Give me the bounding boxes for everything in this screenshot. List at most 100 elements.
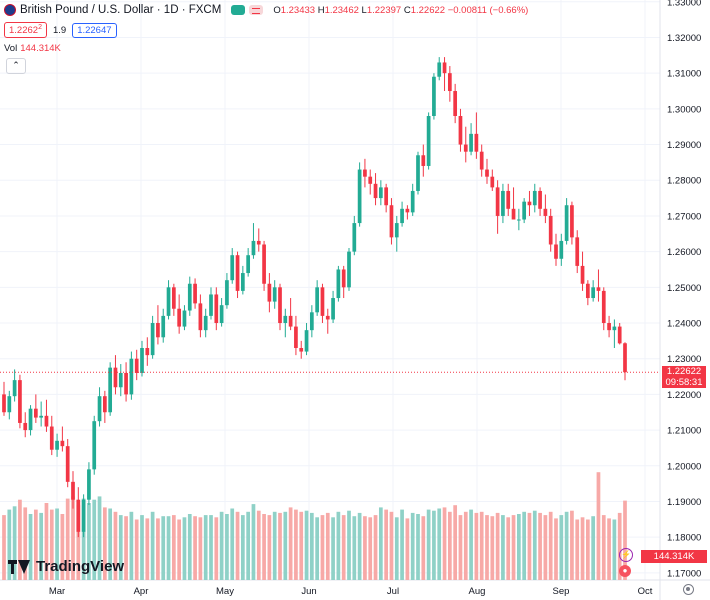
volume-bar <box>617 512 622 580</box>
candle-body <box>591 287 596 299</box>
candle-body <box>309 312 314 331</box>
candle-body <box>219 305 224 324</box>
volume-bar <box>209 515 213 580</box>
candle-body <box>416 155 420 191</box>
volume-bar <box>288 507 293 580</box>
volume-bar <box>33 509 38 580</box>
candle-body <box>463 144 468 152</box>
volume-bar <box>585 519 590 580</box>
volume-bar <box>453 505 458 580</box>
volume-legend[interactable]: Vol 144.314K <box>4 43 61 54</box>
volume-bar <box>65 498 70 580</box>
volume-bar <box>416 514 420 580</box>
economic-events-icon[interactable]: ● <box>619 565 631 577</box>
symbol-title[interactable]: British Pound / U.S. Dollar · 1D · FXCM <box>20 4 222 16</box>
candle-body <box>177 308 182 327</box>
chevron-up-icon[interactable]: ⌃ <box>6 58 26 74</box>
chart-visible-icon[interactable] <box>231 5 246 15</box>
candle-body <box>421 155 426 166</box>
volume-bar <box>538 512 542 580</box>
candle-body <box>474 133 479 152</box>
candlesticks <box>2 57 627 538</box>
candle-body <box>575 237 580 266</box>
ohlc-values: O1.23433 H1.23462 L1.22397 C1.22622 −0.0… <box>273 5 528 16</box>
volume-bar <box>511 515 516 580</box>
candle-body <box>511 208 516 220</box>
candle-body <box>543 208 548 216</box>
candle-body <box>538 190 542 209</box>
volume-bar <box>516 514 521 580</box>
candle-body <box>230 255 235 281</box>
volume-bar <box>177 519 182 580</box>
volume-bar <box>315 517 320 580</box>
candle-body <box>506 190 511 209</box>
volume-bar <box>108 508 113 580</box>
candle-body <box>469 133 473 152</box>
candle-body <box>347 251 351 288</box>
candle-body <box>124 372 128 395</box>
volume-bar <box>495 512 500 580</box>
candle-body <box>44 415 49 427</box>
last-volume-tag: 144.314K <box>641 550 707 563</box>
time-tick-label: Sep <box>553 586 570 597</box>
symbol-legend[interactable]: British Pound / U.S. Dollar · 1D · FXCM … <box>4 4 528 16</box>
candle-body <box>166 287 171 316</box>
close-value: 1.22622 <box>410 4 446 16</box>
candle-body <box>410 190 415 213</box>
bar-countdown: 09:58:31 <box>665 377 703 388</box>
volume-bar <box>193 516 197 580</box>
volume-bar <box>559 515 564 580</box>
time-axis[interactable]: Mar Apr May Jun Jul Aug Sep Oct <box>49 586 653 597</box>
volume-bar <box>129 511 134 580</box>
lightning-icon[interactable]: ⚡ <box>619 548 633 562</box>
price-axis[interactable]: 1.17000 1.18000 1.19000 1.20000 1.21000 1.220… <box>667 0 701 579</box>
candle-body <box>156 323 160 338</box>
volume-bar <box>347 510 351 580</box>
time-tick-label: Jul <box>387 586 399 597</box>
volume-bar <box>272 511 277 580</box>
candle-body <box>585 283 590 299</box>
volume-bar <box>601 515 606 580</box>
candle-body <box>49 426 54 450</box>
ask-button[interactable]: 1.22647 <box>72 22 117 38</box>
volume-bar <box>267 515 272 580</box>
bid-button[interactable]: 1.22622 <box>4 22 47 39</box>
volume-bar <box>405 518 410 580</box>
volume-bar <box>532 510 537 580</box>
candle-body <box>7 396 12 413</box>
candle-body <box>161 315 166 338</box>
volume-bar <box>240 515 245 580</box>
volume-bar <box>357 512 362 580</box>
last-price-value: 1.22622 <box>666 366 702 377</box>
last-price-tag: 1.22622 09:58:31 <box>662 366 706 388</box>
open-label: O <box>273 4 281 16</box>
candle-body <box>479 151 484 170</box>
low-label: L <box>361 4 367 16</box>
candle-body <box>458 116 463 145</box>
candle-body <box>71 481 75 500</box>
candle-body <box>187 283 192 311</box>
candle-body <box>28 408 33 431</box>
price-tick-label: 1.30000 <box>667 104 701 115</box>
candle-body <box>527 201 532 206</box>
volume-bar <box>219 511 224 580</box>
candle-body <box>267 283 272 302</box>
volume-bar <box>325 512 330 580</box>
volume-bar <box>39 512 44 580</box>
volume-bar <box>12 506 17 580</box>
candle-body <box>182 310 187 327</box>
tradingview-logo[interactable]: TradingView <box>8 558 124 575</box>
volume-bar <box>490 516 495 580</box>
source-menu-icon[interactable] <box>249 5 264 15</box>
volume-bar <box>235 511 240 580</box>
candle-body <box>134 358 139 373</box>
volume-bar <box>262 514 266 580</box>
gear-icon[interactable] <box>683 584 694 595</box>
candle-body <box>373 183 378 199</box>
volume-bar <box>336 511 341 580</box>
volume-bar <box>171 515 176 580</box>
volume-bar <box>2 515 6 580</box>
volume-bar <box>421 516 426 580</box>
volume-bar <box>458 515 463 580</box>
